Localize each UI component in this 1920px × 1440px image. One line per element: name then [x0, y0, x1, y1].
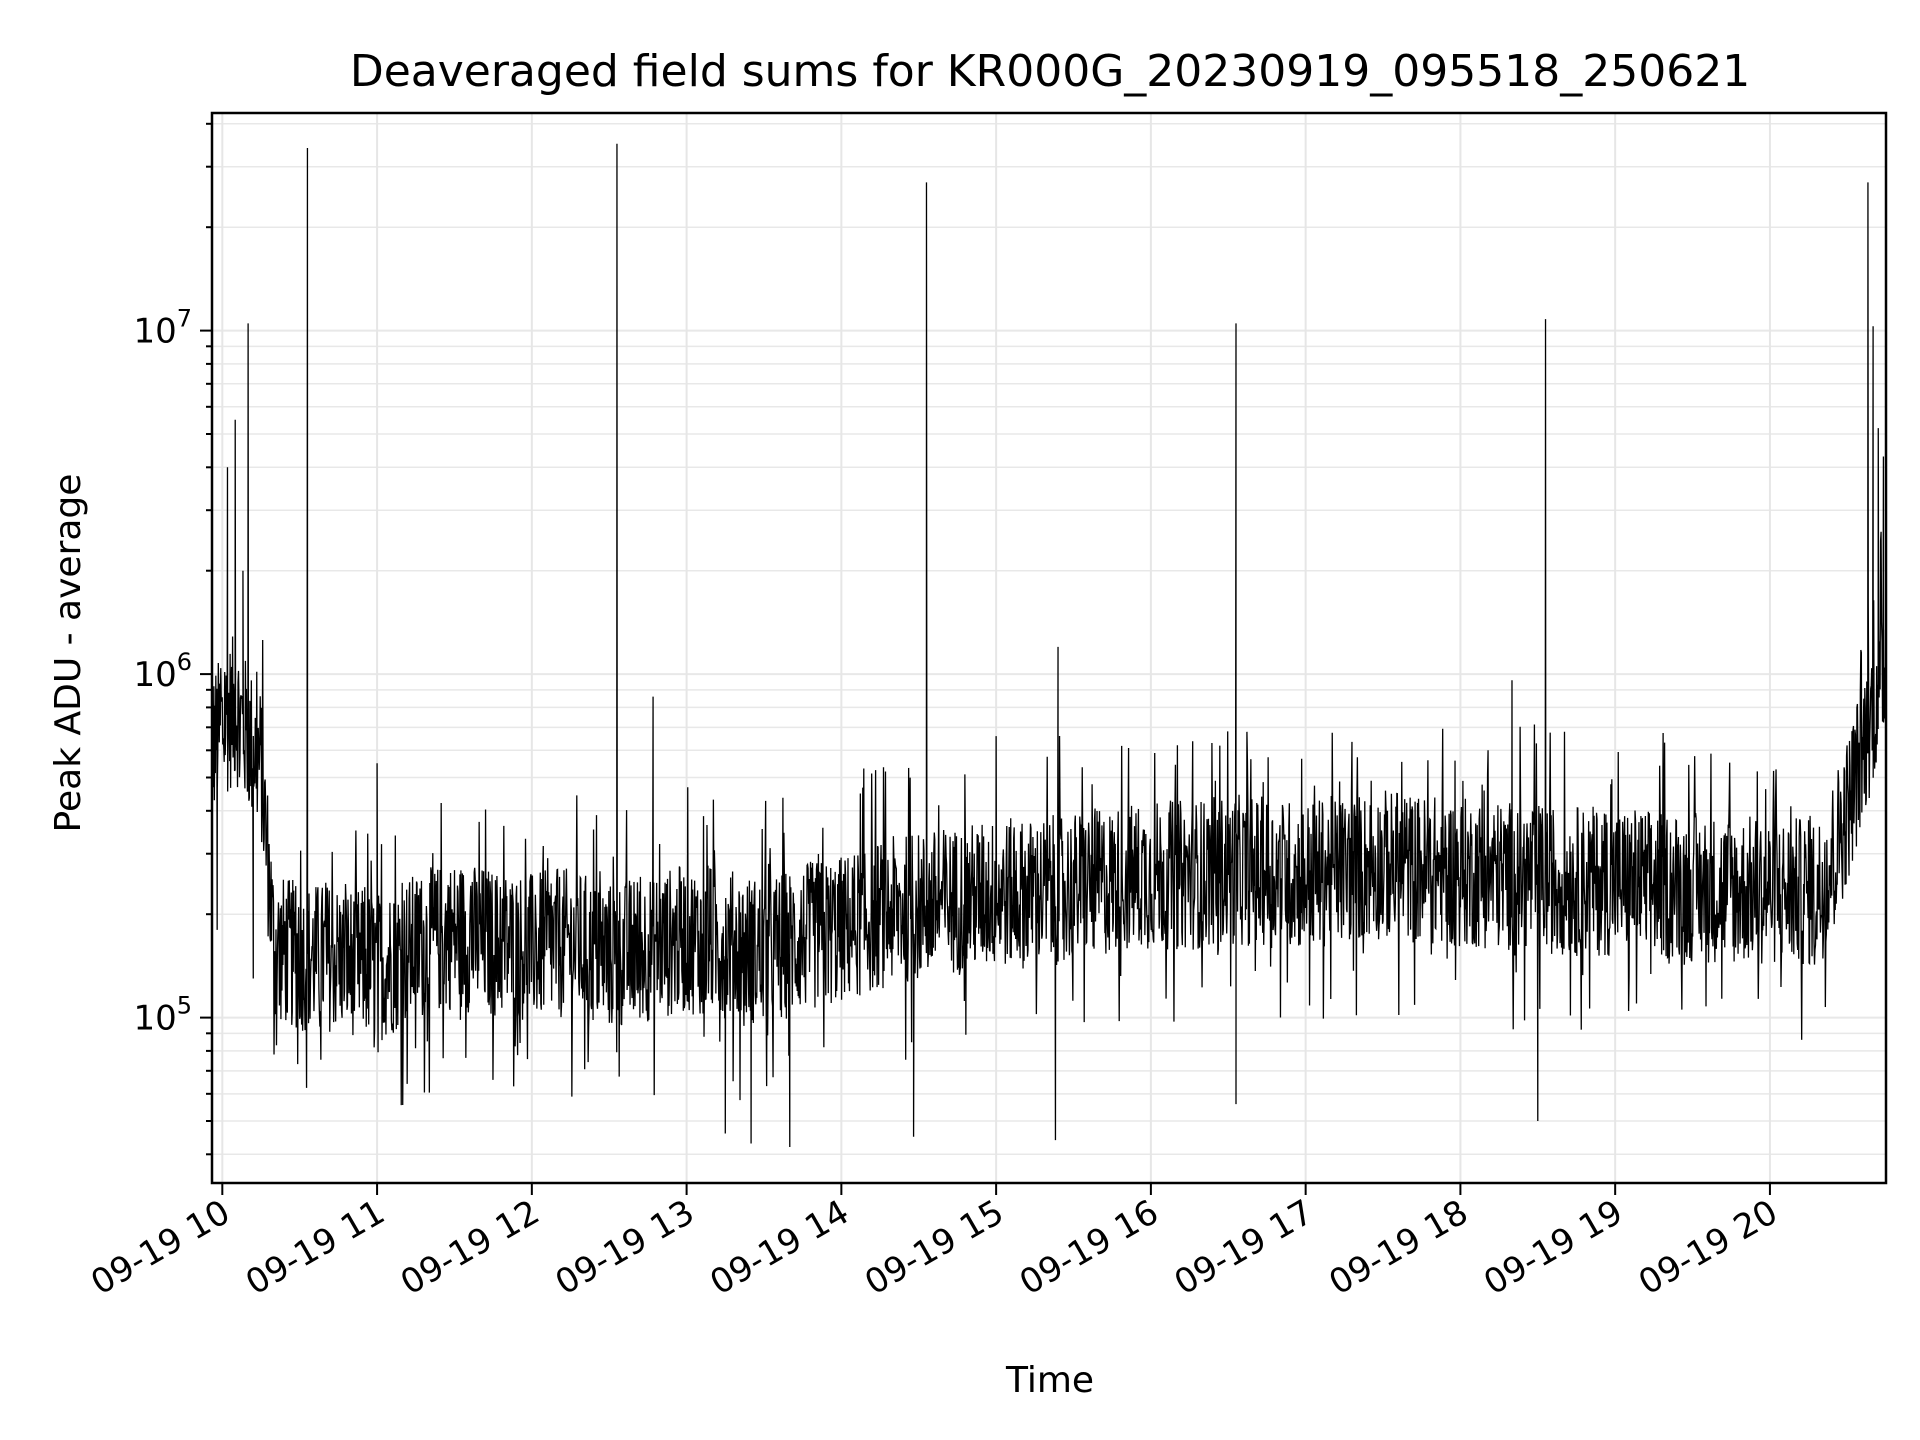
x-tick-label: 09-19 12	[394, 1192, 546, 1303]
y-tick-label: 105	[133, 992, 192, 1039]
x-tick-label: 09-19 15	[858, 1192, 1010, 1303]
x-axis-ticks: 09-19 10 09-19 11 09-19 12 09-19 13 09-19 14…	[84, 1183, 1784, 1303]
minor-grid	[212, 123, 1886, 1156]
x-tick-label: 09-19 14	[703, 1192, 855, 1303]
series-layer	[212, 143, 1886, 1148]
major-grid	[212, 113, 1886, 1183]
plot-frame	[210, 111, 1888, 1185]
x-tick-label: 09-19 13	[549, 1192, 701, 1303]
x-tick-label: 09-19 20	[1632, 1192, 1784, 1303]
y-axis-ticks: 105 106 107	[133, 122, 212, 1156]
x-tick-label: 09-19 16	[1013, 1192, 1165, 1303]
x-tick-label: 09-19 19	[1477, 1192, 1629, 1303]
x-tick-label: 09-19 18	[1323, 1192, 1475, 1303]
y-axis-label: Peak ADU - average	[48, 474, 89, 833]
y-tick-label: 107	[133, 305, 192, 352]
y-tick-label: 106	[133, 648, 192, 695]
x-tick-label: 09-19 17	[1168, 1192, 1320, 1303]
series-line	[212, 143, 1886, 1148]
chart-title: Deaveraged field sums for KR000G_2023091…	[350, 46, 1750, 97]
x-axis-label: Time	[1005, 1360, 1094, 1401]
x-tick-label: 09-19 10	[84, 1192, 236, 1303]
x-tick-label: 09-19 11	[239, 1192, 391, 1303]
